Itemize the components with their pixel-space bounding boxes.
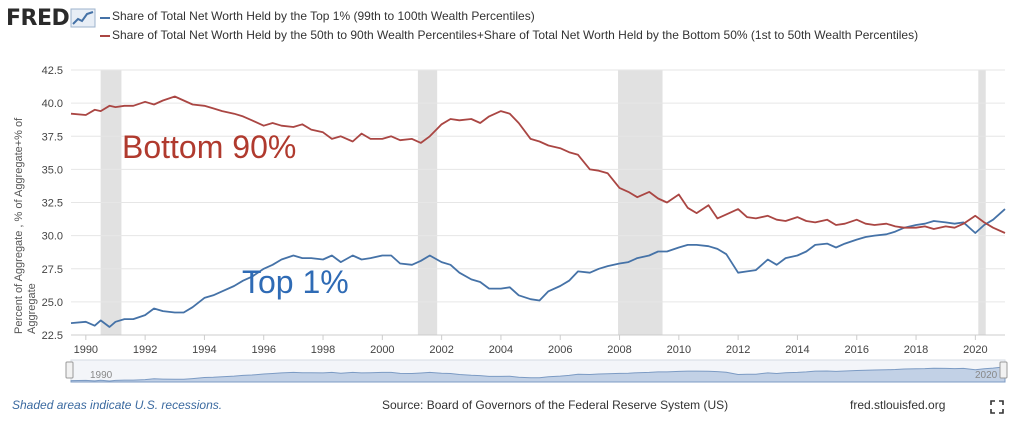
x-tick-label-2004: 2004 bbox=[489, 344, 513, 356]
x-tick-label-2014: 2014 bbox=[785, 344, 809, 356]
y-tick-label-32.5: 32.5 bbox=[42, 198, 63, 210]
recession-note: Shaded areas indicate U.S. recessions. bbox=[12, 398, 223, 412]
annotation-top1: Top 1% bbox=[242, 264, 349, 300]
x-tick-label-1990: 1990 bbox=[74, 344, 98, 356]
x-tick-label-2012: 2012 bbox=[726, 344, 750, 356]
y-tick-label-25.0: 25.0 bbox=[42, 297, 63, 309]
x-tick-label-1994: 1994 bbox=[192, 344, 216, 356]
navigator-label-end: 2020 bbox=[975, 370, 998, 381]
legend-swatch-top1 bbox=[100, 17, 110, 19]
x-tick-label-2016: 2016 bbox=[845, 344, 869, 356]
y-tick-label-35.0: 35.0 bbox=[42, 164, 63, 176]
series-lines bbox=[70, 95, 1006, 328]
legend-swatch-bottom90 bbox=[100, 35, 110, 37]
y-tick-label-27.5: 27.5 bbox=[42, 264, 63, 276]
y-tick-label-30.0: 30.0 bbox=[42, 231, 63, 243]
source-note: Source: Board of Governors of the Federa… bbox=[382, 398, 729, 412]
legend-item-top1[interactable]: Share of Total Net Worth Held by the Top… bbox=[100, 9, 535, 23]
x-tick-label-1998: 1998 bbox=[311, 344, 335, 356]
fred-logo-chart-icon bbox=[70, 8, 96, 28]
navigator-right-handle[interactable] bbox=[999, 361, 1008, 379]
legend-label-top1: Share of Total Net Worth Held by the Top… bbox=[112, 9, 535, 23]
chart-header: FRED Share of Total Net Worth Held by th… bbox=[0, 0, 1024, 66]
y-axis-ticks: 22.5 25.0 27.5 30.0 32.5 35.0 37.5 40.0 42.5 bbox=[42, 65, 63, 342]
navigator-left-handle[interactable] bbox=[65, 361, 74, 379]
x-tick-label-2006: 2006 bbox=[548, 344, 572, 356]
y-tick-label-42.5: 42.5 bbox=[42, 65, 63, 77]
x-tick-label-2018: 2018 bbox=[904, 344, 928, 356]
x-axis-ticks: 1990 1992 1994 1996 1998 2000 2002 2004 2006 2008… bbox=[74, 335, 988, 356]
grid-lines bbox=[71, 69, 1005, 336]
x-tick-label-2020: 2020 bbox=[963, 344, 987, 356]
line-chart: 22.5 25.0 27.5 30.0 32.5 35.0 37.5 40.0 42.5 199… bbox=[13, 65, 1008, 383]
x-tick-label-2000: 2000 bbox=[370, 344, 394, 356]
fred-logo[interactable]: FRED bbox=[6, 6, 70, 31]
annotation-bottom90: Bottom 90% bbox=[122, 129, 296, 165]
x-tick-label-2010: 2010 bbox=[667, 344, 691, 356]
site-link[interactable]: fred.stlouisfed.org bbox=[850, 398, 946, 412]
legend-label-bottom90: Share of Total Net Worth Held by the 50t… bbox=[112, 28, 919, 42]
y-axis-title: Percent of Aggregate , % of Aggregate+% … bbox=[13, 117, 38, 334]
series-line-bottom90[interactable] bbox=[70, 95, 1006, 234]
y-axis-title-line2: Aggregate bbox=[26, 283, 38, 334]
chart-footer: Shaded areas indicate U.S. recessions. S… bbox=[0, 390, 1024, 424]
y-tick-label-40.0: 40.0 bbox=[42, 98, 63, 110]
navigator-label-start: 1990 bbox=[90, 370, 113, 381]
fullscreen-icon[interactable] bbox=[990, 400, 1004, 414]
navigator-area bbox=[70, 366, 1006, 383]
y-tick-label-22.5: 22.5 bbox=[42, 330, 63, 342]
legend-item-bottom90[interactable]: Share of Total Net Worth Held by the 50t… bbox=[100, 27, 932, 43]
series-line-top1[interactable] bbox=[70, 208, 1006, 328]
x-tick-label-2002: 2002 bbox=[429, 344, 453, 356]
y-axis-title-line1: Percent of Aggregate , % of Aggregate+% … bbox=[13, 117, 25, 334]
x-tick-label-1992: 1992 bbox=[133, 344, 157, 356]
y-tick-label-37.5: 37.5 bbox=[42, 131, 63, 143]
x-tick-label-2008: 2008 bbox=[607, 344, 631, 356]
x-tick-label-1996: 1996 bbox=[251, 344, 275, 356]
range-navigator[interactable]: 1990 2020 bbox=[65, 359, 1008, 383]
